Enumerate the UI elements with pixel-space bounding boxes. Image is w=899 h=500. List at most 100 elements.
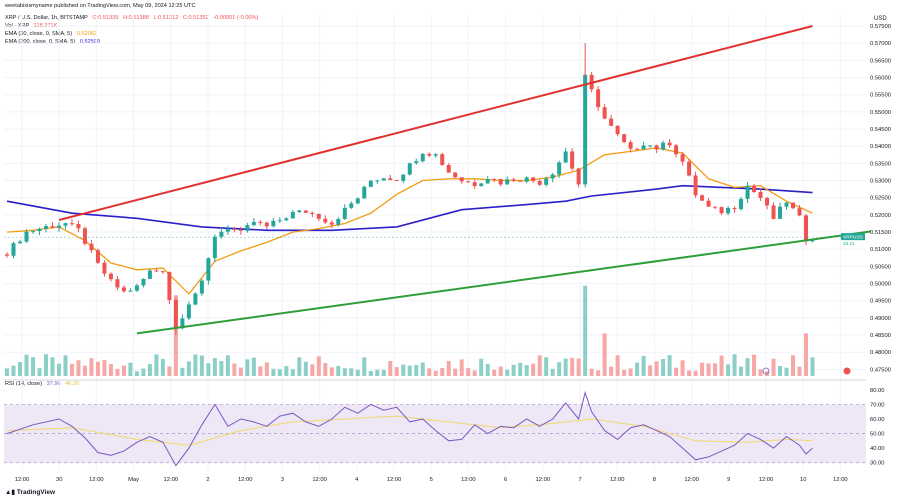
rsi-legend[interactable]: RSI (14, close) 37.96 46.20 [5, 381, 82, 388]
candle-body [232, 228, 237, 230]
volume-bar [700, 362, 705, 376]
ema200-legend[interactable]: EMA (200, close, 0, SMA, 5) 0.52599 [5, 39, 103, 46]
settings-icon [762, 367, 770, 375]
volume-bar [63, 355, 68, 376]
rsi-tick-label: 70.00 [870, 402, 885, 408]
volume-bar [804, 333, 809, 376]
ema30-line [6, 147, 813, 295]
volume-bar [303, 361, 308, 376]
volume-bar [37, 368, 42, 376]
candle-body [82, 228, 87, 244]
candle-body [238, 229, 243, 231]
volume-bar [407, 365, 412, 376]
volume-bar [180, 367, 185, 376]
x-tick-label: 9 [727, 477, 730, 483]
candle-body [63, 223, 68, 226]
volume-bar [563, 358, 568, 376]
y-tick-label: 0.49000 [870, 316, 891, 322]
volume-bar [479, 358, 484, 376]
candle-body [199, 280, 204, 294]
volume-bar [589, 368, 594, 376]
volume-bar [141, 368, 146, 376]
candle-body [511, 179, 516, 181]
candle-body [342, 207, 347, 219]
candle-body [30, 231, 35, 233]
candle-body [706, 200, 711, 207]
candle-body [550, 174, 555, 179]
y-tick-label: 0.56500 [870, 58, 891, 64]
volume-bar [453, 368, 458, 376]
volume-bar [596, 370, 601, 376]
candle-body [433, 154, 438, 156]
candle-body [784, 202, 789, 207]
y-tick-label: 0.49500 [870, 299, 891, 305]
candle-body [570, 151, 575, 169]
axes: USD 0.57500 0.57000 0.56500 0.56000 0.55500 0.… [15, 16, 891, 483]
volume-bar [121, 365, 126, 376]
rsi-pane [4, 390, 866, 467]
candle-body [108, 273, 113, 280]
volume-bar [199, 355, 204, 376]
ema200-value: 0.52599 [79, 39, 101, 45]
candle-body [622, 134, 627, 143]
candle-body [37, 228, 42, 232]
candle-body [427, 153, 432, 156]
volume-bar [641, 355, 646, 376]
candle-body [316, 213, 321, 219]
candle-body [459, 177, 464, 182]
volume-bar [401, 364, 406, 376]
ema30-legend[interactable]: EMA (30, close, 0, SMA, 5) 0.52062 [5, 31, 100, 38]
volume-bar [810, 357, 815, 376]
candle-body [219, 231, 224, 237]
tradingview-mark-icon: ▲▮ [5, 489, 17, 496]
last-price-time: 34:11 [843, 241, 855, 247]
volume-bar [30, 357, 35, 376]
candle-body [466, 181, 471, 183]
volume-bar [388, 361, 393, 376]
y-tick-label: 0.52500 [870, 196, 891, 202]
volume-bar [654, 361, 659, 376]
volume-bar [316, 356, 321, 376]
y-tick-label: 0.57500 [870, 24, 891, 30]
y-tick-label: 0.57000 [870, 41, 891, 47]
x-tick-label: 12:00 [312, 477, 327, 483]
y-tick-label: 0.55000 [870, 110, 891, 116]
volume-bar [433, 370, 438, 376]
tradingview-logo[interactable]: ▲▮ TradingView [5, 488, 55, 496]
volume-bar [446, 361, 451, 376]
x-tick-label: 8 [653, 477, 656, 483]
candle-body [635, 148, 640, 150]
candle-body [17, 241, 22, 244]
volume-bar [56, 363, 61, 376]
volume-bar [667, 355, 672, 376]
candle-body [524, 177, 529, 182]
volume-bar [745, 358, 750, 376]
symbol-line: XRP / U.S. Dollar, 1h, BITSTAMP O:0.5133… [5, 15, 261, 22]
candle-body [531, 177, 536, 181]
y-tick-label: 0.50000 [870, 282, 891, 288]
volume-bar [212, 358, 217, 376]
y-tick-label: 0.50500 [870, 264, 891, 270]
candle-body [212, 236, 217, 259]
candle-body [518, 180, 523, 182]
candle-body [700, 195, 705, 201]
volume-bar [531, 363, 536, 376]
volume-bar [602, 333, 607, 376]
volume-bar [95, 361, 100, 376]
volume-bar [336, 365, 341, 376]
volume-bar [680, 360, 685, 376]
candle-body [401, 174, 406, 181]
candle-body [505, 179, 510, 185]
y-tick-label: 0.52000 [870, 213, 891, 219]
price-axis-label: USD [874, 16, 887, 22]
volume-bar [622, 369, 627, 376]
volume-bar [258, 366, 263, 376]
candle-body [147, 270, 152, 279]
volume-bar [661, 358, 666, 376]
volume-bar [290, 369, 295, 376]
volume-bar [713, 363, 718, 376]
candle-body [453, 172, 458, 178]
candle-body [472, 182, 477, 187]
candle-body [303, 210, 308, 213]
